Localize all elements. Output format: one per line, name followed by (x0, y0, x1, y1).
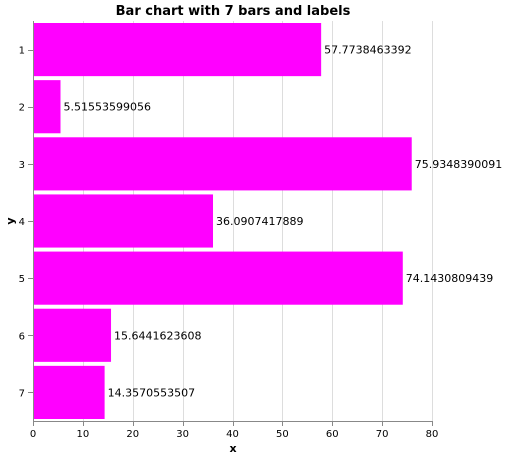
x-tick-label: 60 (326, 429, 339, 440)
y-tick-label: 2 (19, 103, 25, 114)
bar (33, 365, 105, 419)
y-tick-label: 5 (19, 274, 25, 285)
bar (33, 23, 322, 77)
x-tick-label: 10 (77, 429, 90, 440)
x-tick-label: 30 (176, 429, 189, 440)
bar (33, 80, 61, 134)
bar-value-label: 5.51553599056 (64, 101, 151, 114)
bar-value-label: 57.7738463392 (324, 44, 411, 57)
bar-value-label: 74.1430809439 (406, 272, 493, 285)
bar (33, 194, 214, 248)
bar-value-label: 36.0907417889 (216, 215, 303, 228)
bar-value-label: 75.9348390091 (415, 158, 502, 171)
x-tick-label: 20 (126, 429, 139, 440)
bar (33, 251, 403, 305)
x-tick-label: 70 (376, 429, 389, 440)
y-tick-label: 4 (19, 217, 25, 228)
chart-title: Bar chart with 7 bars and labels (116, 4, 351, 19)
y-tick-label: 1 (19, 46, 25, 57)
x-tick-label: 80 (426, 429, 439, 440)
bars: 57.7738463392 5.51553599056 75.9348390091 3… (33, 23, 502, 419)
bar-value-label: 15.6441623608 (114, 329, 201, 342)
axes: 0 10 20 30 40 50 60 70 80 1 2 3 4 5 6 7 (19, 21, 439, 440)
bar (33, 137, 412, 191)
bar-value-label: 14.3570553507 (108, 386, 195, 399)
y-tick-label: 3 (19, 160, 25, 171)
x-tick-label: 0 (30, 429, 36, 440)
gridlines (33, 21, 433, 421)
x-axis-title: x (229, 442, 236, 455)
x-tick-label: 50 (276, 429, 289, 440)
y-tick-label: 6 (19, 331, 25, 342)
x-tick-label: 40 (226, 429, 239, 440)
y-axis-title: y (4, 217, 17, 224)
y-tick-label: 7 (19, 388, 25, 399)
bar (33, 308, 112, 362)
